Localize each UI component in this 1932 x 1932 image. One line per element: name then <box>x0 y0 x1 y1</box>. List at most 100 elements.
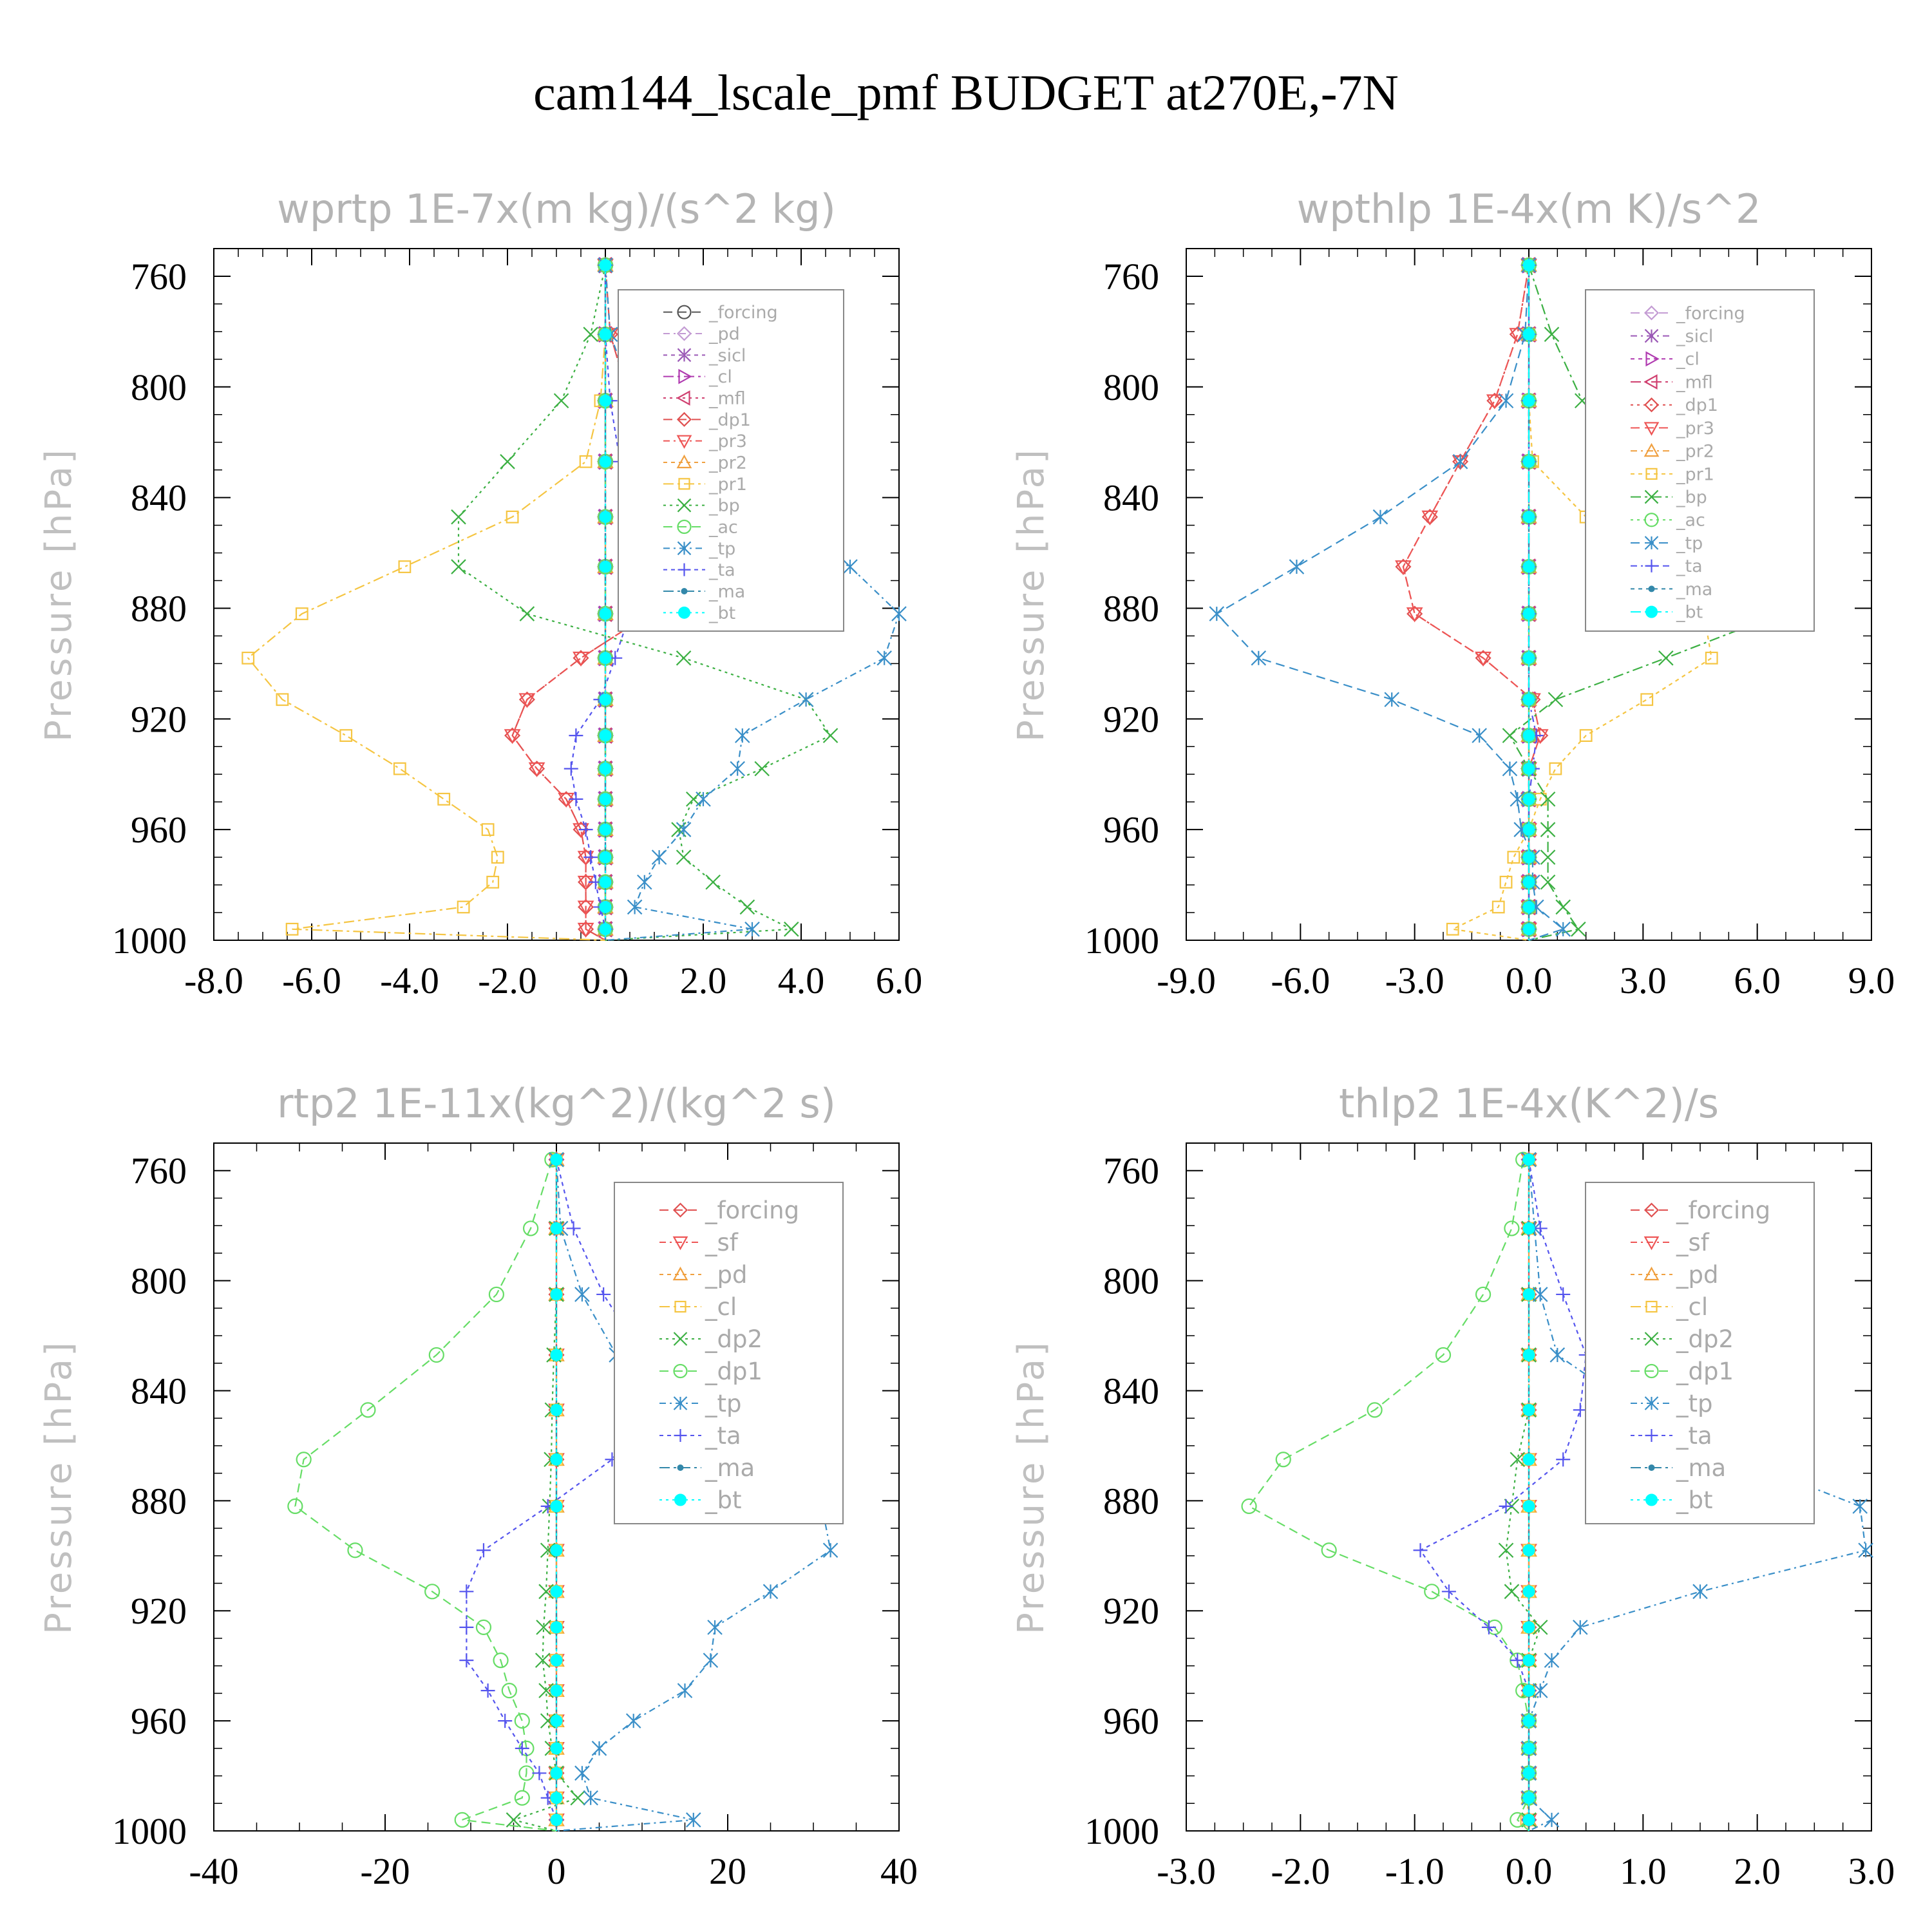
data-point <box>538 1683 554 1698</box>
legend-label: _pr1 <box>1676 464 1714 484</box>
data-point <box>528 762 545 777</box>
data-point <box>1522 1453 1535 1466</box>
legend-label: _cl <box>708 367 732 387</box>
data-point <box>1522 455 1535 468</box>
y-tick-label: 760 <box>131 256 187 298</box>
legend-label: _forcing <box>1676 303 1745 323</box>
legend-marker <box>1648 1464 1655 1471</box>
data-point <box>339 729 353 742</box>
legend-marker <box>1643 1236 1660 1251</box>
data-point <box>476 1543 491 1558</box>
data-point <box>1549 1347 1566 1363</box>
data-point <box>459 1584 474 1599</box>
y-tick-label: 880 <box>1103 1480 1159 1522</box>
data-point <box>1499 1499 1513 1513</box>
data-point <box>739 899 755 915</box>
y-tick-label: 800 <box>1103 366 1159 408</box>
chart-panel-1: wprtp 1E-7x(m kg)/(s^2 kg) Pressure [hPa]… <box>38 185 922 1001</box>
legend-marker <box>1645 559 1658 573</box>
data-point <box>1522 607 1535 620</box>
data-point <box>1522 729 1535 742</box>
data-point <box>1510 1452 1526 1468</box>
data-point <box>550 1585 563 1598</box>
data-point <box>1555 922 1571 937</box>
data-point <box>1522 511 1535 524</box>
data-point <box>569 791 583 806</box>
data-point <box>1544 1653 1560 1668</box>
data-point <box>287 1498 303 1515</box>
legend-marker <box>676 390 690 406</box>
data-point <box>1548 692 1564 708</box>
legend-marker <box>1644 513 1659 527</box>
legend-label: _forcing <box>705 1197 799 1224</box>
legend-marker <box>673 1332 688 1346</box>
data-point <box>569 728 583 743</box>
data-point <box>762 1584 779 1600</box>
data-point <box>1502 728 1518 743</box>
y-tick-label: 840 <box>1103 477 1159 519</box>
data-point <box>1486 392 1503 409</box>
legend-marker <box>677 519 692 535</box>
data-point <box>550 1621 563 1634</box>
legend-marker <box>1643 374 1658 390</box>
x-tick-label: 0.0 <box>582 960 629 1001</box>
chart-panel-3: rtp2 1E-11x(kg^2)/(kg^2 s) Pressure [hPa]… <box>38 1080 918 1892</box>
y-tick-label: 880 <box>131 1480 187 1522</box>
data-point <box>1424 1584 1440 1600</box>
data-point <box>1522 328 1535 341</box>
legend-box <box>618 289 844 632</box>
data-point <box>553 393 569 409</box>
legend-label: _ta <box>708 560 735 580</box>
legend-label: _ac <box>708 517 738 537</box>
y-tick-label: 800 <box>131 1260 187 1302</box>
data-point <box>1522 1288 1535 1301</box>
data-point <box>1504 1220 1520 1236</box>
y-tick-label: 880 <box>1103 587 1159 629</box>
panel-title: rtp2 1E-11x(kg^2)/(kg^2 s) <box>277 1080 836 1127</box>
data-point <box>504 729 521 744</box>
series-dp1 <box>1241 1151 1537 1832</box>
data-point <box>1475 651 1492 667</box>
y-axis-label: Pressure [hPa] <box>1010 1340 1052 1634</box>
data-point <box>515 1741 529 1756</box>
data-point <box>1472 728 1487 743</box>
x-tick-label: -6.0 <box>282 960 341 1001</box>
legend-marker <box>673 1396 688 1410</box>
data-point <box>1522 762 1535 775</box>
data-point <box>1446 922 1459 936</box>
data-point <box>1692 1584 1708 1600</box>
data-point <box>1522 923 1535 936</box>
x-tick-label: 3.0 <box>1620 960 1667 1001</box>
legend-label: _pr1 <box>708 475 747 495</box>
legend-label: _forcing <box>1676 1197 1770 1224</box>
data-point <box>1522 560 1535 573</box>
series-bt <box>550 1153 563 1831</box>
y-tick-label: 920 <box>1103 698 1159 740</box>
data-point <box>583 850 598 865</box>
legend-label: _ma <box>705 1454 755 1482</box>
x-tick-label: 2.0 <box>680 960 727 1001</box>
y-tick-label: 960 <box>131 1700 187 1742</box>
y-tick-label: 760 <box>131 1150 187 1192</box>
legend-marker <box>677 1464 684 1471</box>
data-point <box>488 1286 505 1303</box>
data-point <box>501 1683 517 1699</box>
data-point <box>1522 1153 1535 1166</box>
legend-marker <box>672 1236 688 1251</box>
data-point <box>550 1714 563 1727</box>
legend-box <box>1585 289 1815 632</box>
data-point <box>550 1349 563 1361</box>
data-point <box>1640 693 1654 706</box>
legend: _forcing _sicl _cl_mfl _dp1 _pr3 _pr2_pr1 _bp _… <box>1585 289 1815 632</box>
data-point <box>1555 899 1571 915</box>
data-point <box>514 1790 530 1806</box>
legend-marker <box>681 588 688 594</box>
data-point <box>677 1683 693 1698</box>
series-line <box>1402 265 1541 940</box>
series-dp1 <box>287 1151 560 1832</box>
y-tick-label: 840 <box>131 477 187 519</box>
data-point <box>550 1766 563 1779</box>
x-tick-label: -4.0 <box>380 960 439 1001</box>
data-point <box>1540 875 1556 890</box>
x-tick-label: -40 <box>189 1850 238 1892</box>
